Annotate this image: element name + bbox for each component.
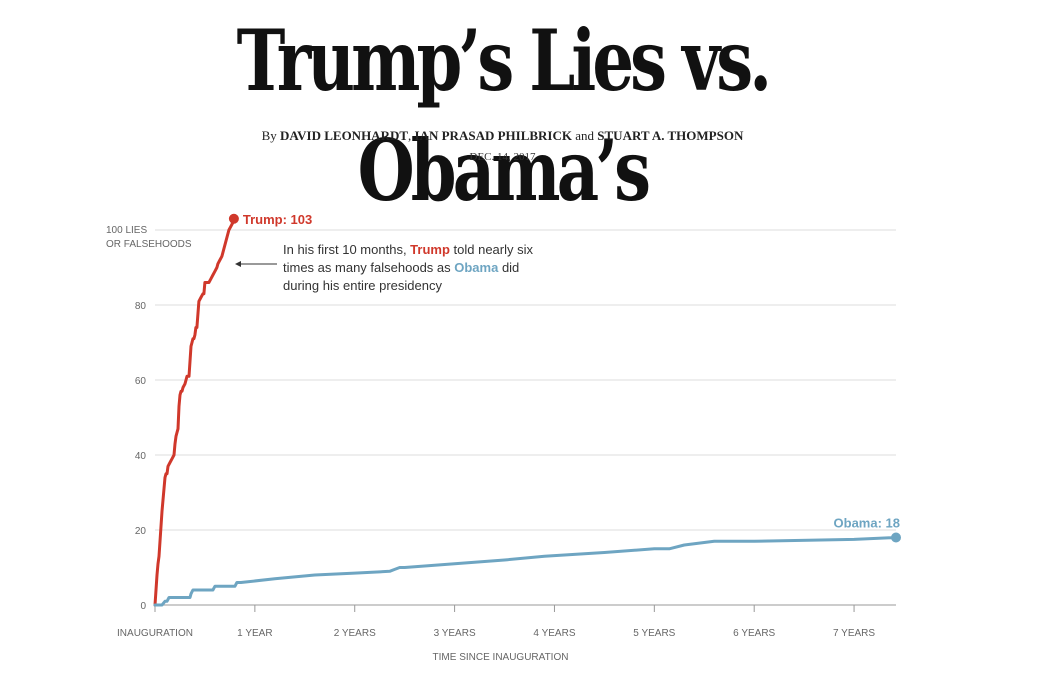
y-tick-label: 100 LIES xyxy=(106,225,147,236)
series-line-obama xyxy=(153,536,898,607)
y-tick-label: 20 xyxy=(135,526,147,537)
annotation-text: In his first 10 months, xyxy=(283,242,411,257)
annotation-text: told nearly six times as many falsehoods… xyxy=(283,242,533,275)
series-line-trump xyxy=(153,217,236,607)
series-endpoint-obama xyxy=(891,532,901,543)
byline-author[interactable]: IAN PRASAD PHILBRICK xyxy=(414,128,572,143)
series-end-label: Obama: 18 xyxy=(834,516,900,531)
byline-prefix: By xyxy=(261,128,277,143)
chart-annotation: In his first 10 months, Trump told nearl… xyxy=(283,241,553,295)
byline-author[interactable]: STUART A. THOMPSON xyxy=(597,128,744,143)
annotation-trump: Trump xyxy=(410,242,450,257)
publish-date: DEC. 14, 2017 xyxy=(469,151,536,163)
x-tick-label: 1 YEAR xyxy=(237,628,272,639)
annotation-text: did during his entire presidency xyxy=(283,260,520,293)
series-endpoint-trump xyxy=(228,213,239,224)
series-end-label: Trump: 103 xyxy=(243,212,312,227)
byline-separator: and xyxy=(575,128,595,143)
x-axis-title: TIME SINCE INAUGURATION xyxy=(433,652,569,663)
page-title: Trump’s Lies vs. Obama’s xyxy=(236,11,772,220)
x-tick-label: 6 YEARS xyxy=(733,628,775,639)
x-tick-label: 2 YEARS xyxy=(334,628,376,639)
byline-separator: , xyxy=(408,128,412,143)
byline: By DAVID LEONHARDT, IAN PRASAD PHILBRICK… xyxy=(0,128,1005,144)
byline-author[interactable]: DAVID LEONHARDT xyxy=(280,128,409,143)
x-tick-label: 5 YEARS xyxy=(633,628,675,639)
x-tick-label: 4 YEARS xyxy=(533,628,575,639)
y-tick-label: OR FALSEHOODS xyxy=(106,239,192,250)
x-tick-label: 7 YEARS xyxy=(833,628,875,639)
y-tick-label: 40 xyxy=(135,451,147,462)
x-tick-label: 3 YEARS xyxy=(434,628,476,639)
annotation-arrowhead xyxy=(235,261,241,267)
annotation-obama: Obama xyxy=(454,260,499,275)
y-tick-label: 0 xyxy=(140,601,146,612)
y-tick-label: 80 xyxy=(135,301,147,312)
y-tick-label: 60 xyxy=(135,376,147,387)
x-tick-label: INAUGURATION xyxy=(117,628,193,639)
